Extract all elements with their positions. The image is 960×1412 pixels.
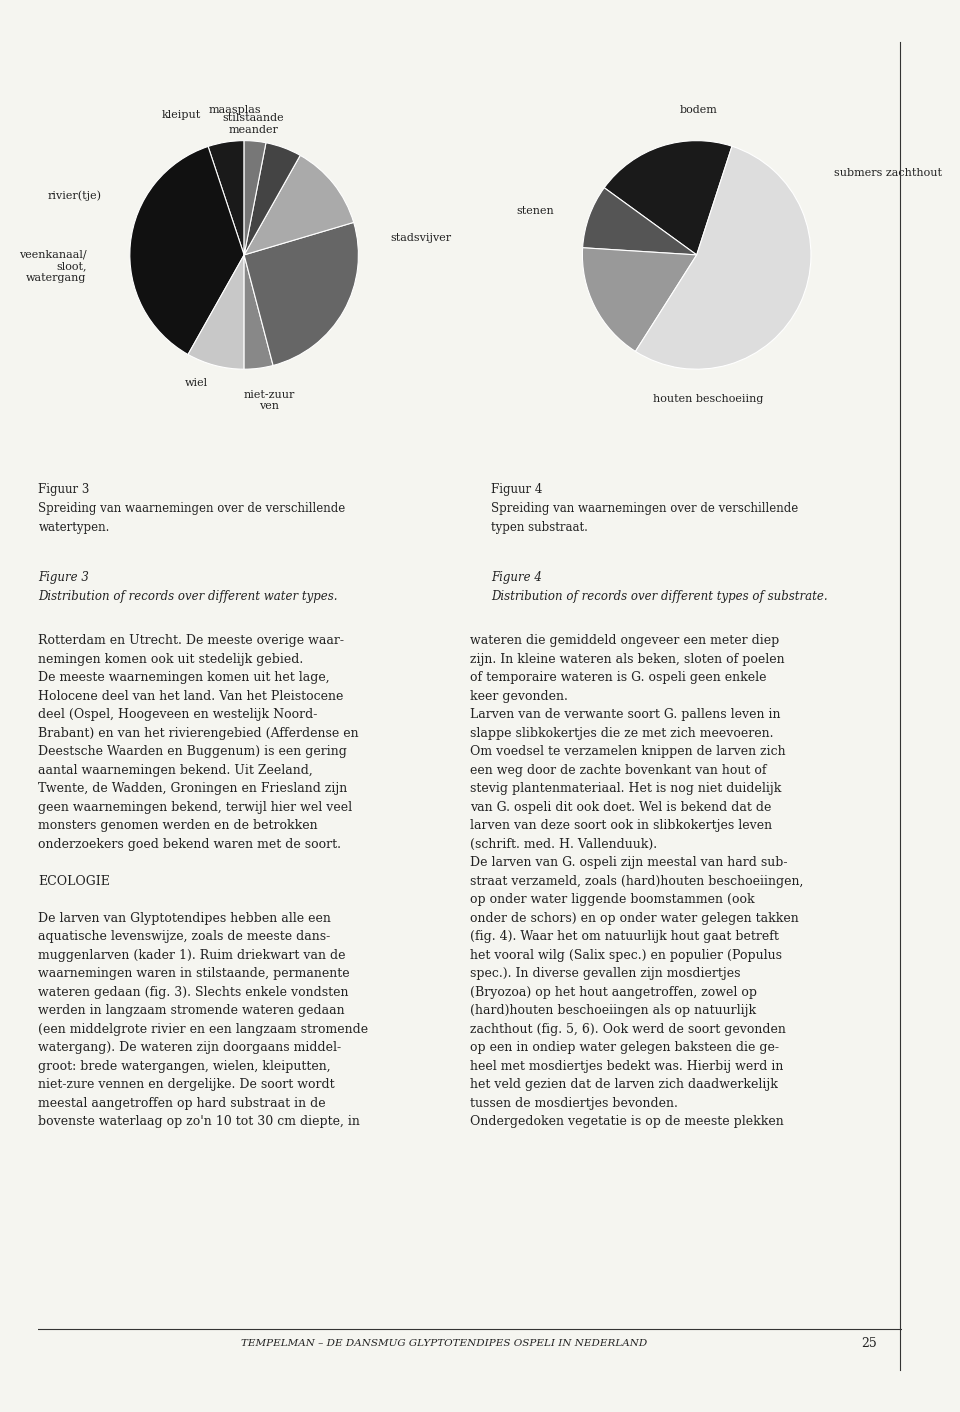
Wedge shape [208,141,244,256]
Wedge shape [244,223,358,366]
Text: bodem: bodem [680,106,718,116]
Wedge shape [244,141,266,256]
Text: TEMPELMAN – DE DANSMUG GLYPTOTENDIPES OSPELI IN NEDERLAND: TEMPELMAN – DE DANSMUG GLYPTOTENDIPES OS… [241,1340,648,1348]
Text: houten beschoeiing: houten beschoeiing [653,394,763,404]
Text: rivier(tje): rivier(tje) [47,191,101,201]
Wedge shape [244,143,300,256]
Text: stenen: stenen [516,206,554,216]
Text: veenkanaal/
sloot,
watergang: veenkanaal/ sloot, watergang [19,250,86,282]
Wedge shape [583,188,697,256]
Text: stadsvijver: stadsvijver [391,233,451,243]
Wedge shape [188,256,244,369]
Text: Figure 4
Distribution of records over different types of substrate.: Figure 4 Distribution of records over di… [491,572,828,603]
Text: kleiput: kleiput [161,110,201,120]
Wedge shape [583,247,697,352]
Wedge shape [130,147,244,354]
Wedge shape [604,141,732,256]
Text: 25: 25 [861,1337,876,1350]
Text: stilstaande
meander: stilstaande meander [223,113,284,136]
Text: Figuur 3
Spreiding van waarnemingen over de verschillende
watertypen.: Figuur 3 Spreiding van waarnemingen over… [38,483,346,534]
Text: wiel: wiel [184,378,207,388]
Text: submers zachthout: submers zachthout [834,168,942,178]
Wedge shape [244,155,353,256]
Wedge shape [636,147,811,369]
Text: niet-zuur
ven: niet-zuur ven [244,390,295,411]
Text: Figuur 4
Spreiding van waarnemingen over de verschillende
typen substraat.: Figuur 4 Spreiding van waarnemingen over… [491,483,798,534]
Text: maasplas: maasplas [208,106,261,116]
Text: Figure 3
Distribution of records over different water types.: Figure 3 Distribution of records over di… [38,572,338,603]
Text: wateren die gemiddeld ongeveer een meter diep
zijn. In kleine wateren als beken,: wateren die gemiddeld ongeveer een meter… [470,634,804,1128]
Text: Rotterdam en Utrecht. De meeste overige waar-
nemingen komen ook uit stedelijk g: Rotterdam en Utrecht. De meeste overige … [38,634,369,1128]
Wedge shape [244,256,273,369]
